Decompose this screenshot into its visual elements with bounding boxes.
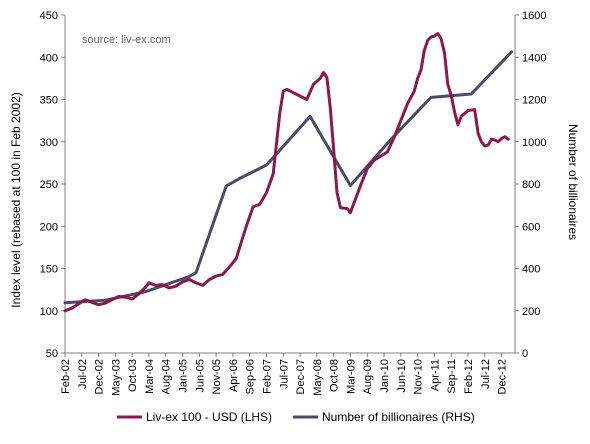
x-tick-label: Jul-12: [480, 359, 492, 389]
left-tick-label: 450: [40, 10, 58, 22]
legend-label-livex: Liv-ex 100 - USD (LHS): [146, 410, 272, 424]
left-axis: 50 100 150 200 250 300 350 400 450: [40, 10, 65, 360]
right-axis: 0 200 400 600 800 1000 1200 1400 1600: [515, 10, 546, 360]
right-tick-label: 1000: [522, 137, 546, 149]
x-tick-label: May-03: [110, 359, 122, 396]
x-tick-label: Jan-10: [379, 359, 391, 393]
legend-label-billionaires: Number of billionaires (RHS): [322, 410, 475, 424]
series-layer: [63, 32, 514, 313]
x-tick-label: Jan-05: [178, 359, 190, 393]
left-tick-label: 50: [46, 348, 58, 360]
left-tick-label: 150: [40, 264, 58, 276]
x-tick-label: Oct-03: [127, 359, 139, 392]
x-tick-label: Apr-06: [228, 359, 240, 392]
right-tick-label: 0: [522, 348, 528, 360]
x-tick-label: Feb-07: [261, 359, 273, 394]
left-tick-label: 250: [40, 179, 58, 191]
x-tick-label: Nov-05: [211, 359, 223, 394]
x-tick-label: Jun-05: [194, 359, 206, 393]
right-tick-label: 200: [522, 306, 540, 318]
left-tick-label: 300: [40, 137, 58, 149]
x-tick-label: Sep-06: [245, 359, 257, 394]
x-tick-label: Apr-11: [429, 359, 441, 391]
right-tick-label: 600: [522, 221, 540, 233]
x-tick-label: Mar-09: [345, 359, 357, 394]
source-annotation: source: liv-ex.com: [82, 34, 171, 46]
plot-area: [64, 15, 516, 354]
right-axis-title: Number of billionaires: [566, 124, 580, 240]
x-tick-label: Sep-11: [446, 359, 458, 394]
x-tick-label: Oct-08: [329, 359, 341, 392]
left-tick-label: 350: [40, 95, 58, 107]
x-tick-label: Jul-07: [278, 359, 290, 389]
right-tick-label: 1400: [522, 52, 546, 64]
x-tick-label: Mar-04: [144, 359, 156, 394]
right-tick-label: 400: [522, 264, 540, 276]
x-tick-label: Dec-12: [497, 359, 509, 394]
x-tick-label: Aug-04: [161, 359, 173, 394]
x-tick-label: Jul-02: [77, 359, 89, 389]
x-tick-label: Feb-12: [463, 359, 475, 394]
left-tick-label: 100: [40, 306, 58, 318]
x-axis: Feb-02 Jul-02 Dec-02 May-03 Oct-03 Mar-04 Aug-…: [60, 353, 509, 396]
left-tick-label: 400: [40, 52, 58, 64]
left-axis-title: Index level (rebased at 100 in Feb 2002): [9, 92, 23, 307]
x-tick-label: Dec-07: [295, 359, 307, 394]
right-tick-label: 1200: [522, 95, 546, 107]
right-tick-label: 1600: [522, 10, 546, 22]
x-tick-label: Jun-10: [396, 359, 408, 393]
right-tick-label: 800: [522, 179, 540, 191]
x-tick-label: Aug-09: [362, 359, 374, 394]
x-tick-label: Dec-02: [94, 359, 106, 394]
x-tick-label: Feb-02: [60, 359, 72, 394]
left-tick-label: 200: [40, 221, 58, 233]
billionaires-line: [63, 50, 514, 305]
livex-100-line: [63, 32, 510, 313]
x-tick-label: Nov-10: [413, 359, 425, 394]
x-tick-label: May-08: [312, 359, 324, 396]
legend: Liv-ex 100 - USD (LHS) Number of billion…: [117, 410, 475, 424]
